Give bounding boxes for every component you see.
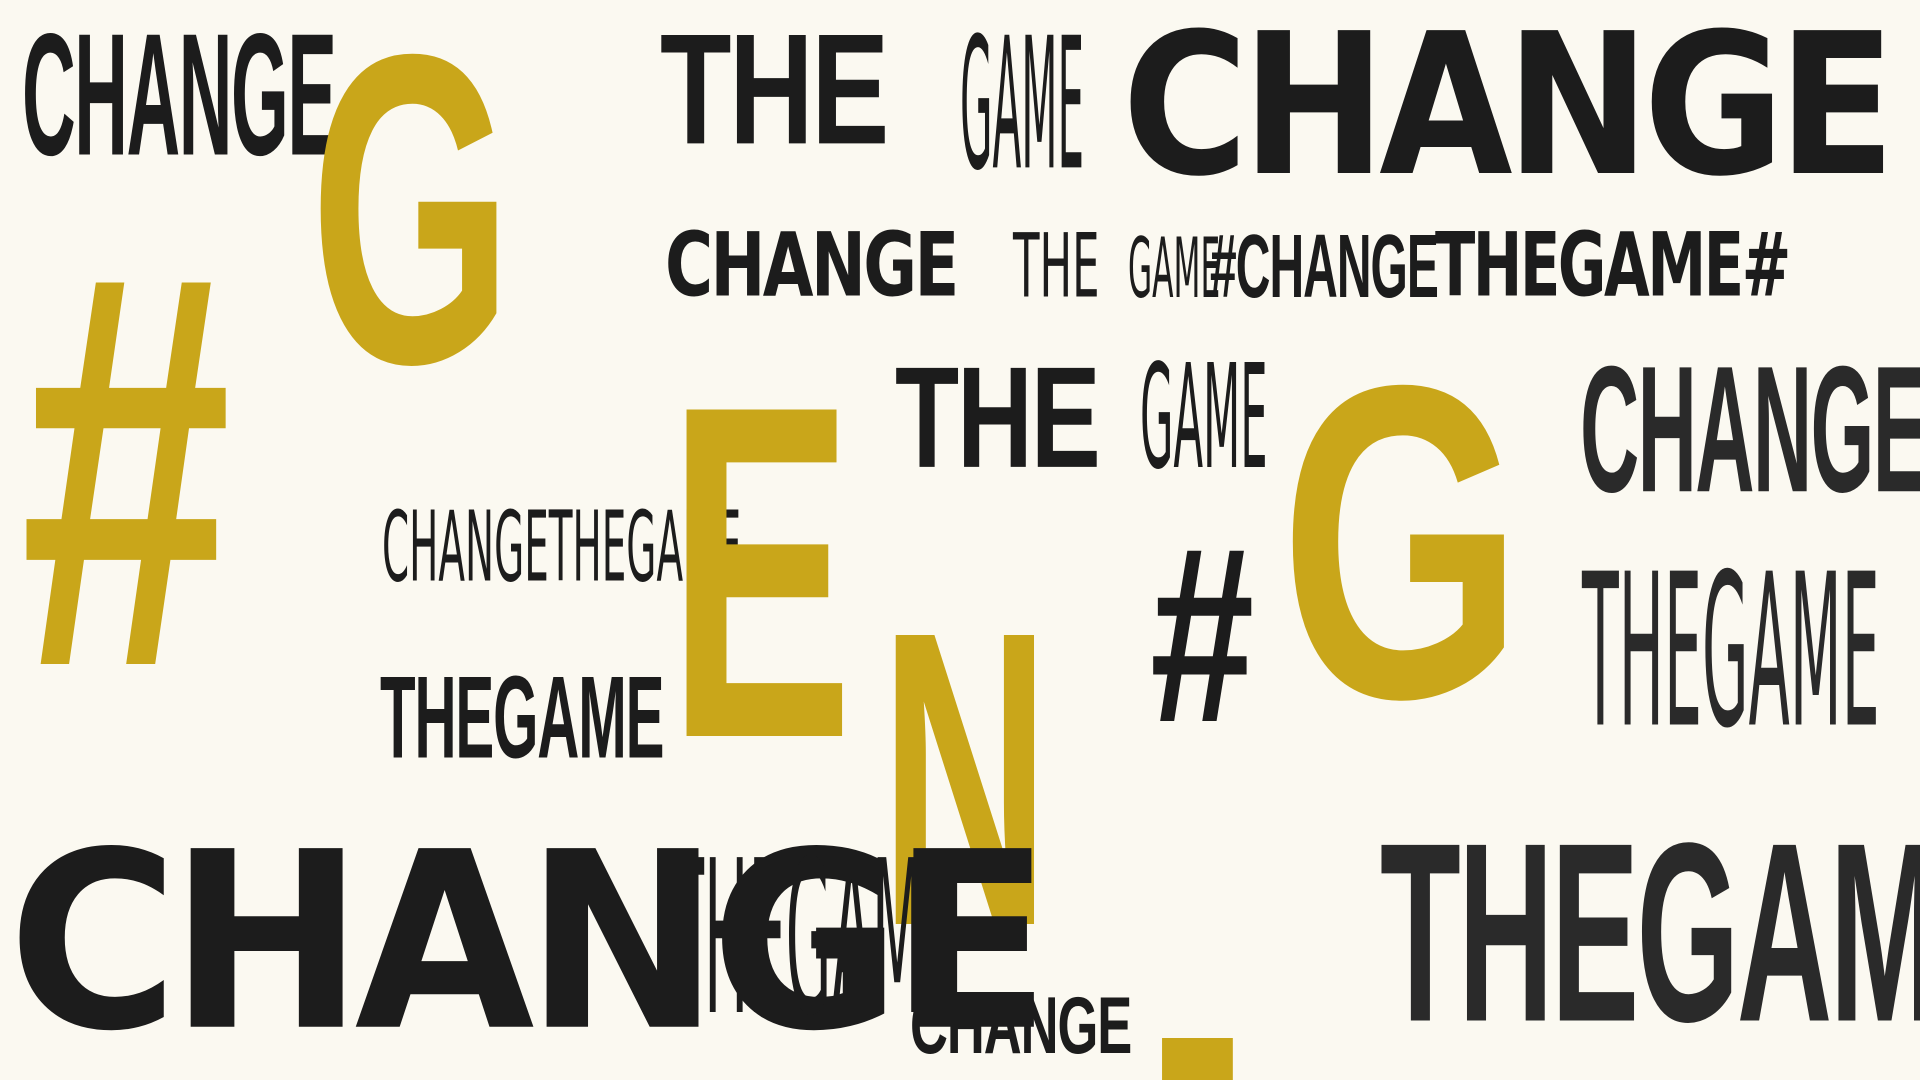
word-the-top: THE (660, 0, 889, 177)
word-changethegame-thin: CHANGETHEGAME (382, 489, 742, 604)
word-thegamehash-banner: THEGAME# (1435, 214, 1791, 318)
hash-black-middle: # (1150, 495, 1254, 774)
letter-g-yellow-right: G (1280, 293, 1523, 792)
word-the-banner-thin: THE (1013, 214, 1100, 318)
word-hashchange-banner: #CHANGE (1210, 216, 1439, 317)
word-game-middle-thin: GAME (1140, 333, 1268, 501)
letter-e-yellow: E (668, 307, 853, 838)
word-change-bottom-left: CHANGE (8, 799, 1051, 1080)
word-change-banner: CHANGE (665, 214, 959, 318)
word-game-banner-thin: GAME (1128, 221, 1221, 318)
word-thegame-left: THEGAME (380, 652, 665, 783)
word-change-bottom-small: CHANGE (910, 980, 1132, 1071)
word-change-top-right: CHANGE (1122, 0, 1896, 220)
word-change-top-left: CHANGE (22, 0, 337, 193)
word-thegame-right-thin: THEGAME (1582, 529, 1880, 776)
word-game-top-thin: GAME (960, 0, 1085, 212)
word-thegame-bottom-right: THEGAME (1380, 790, 1920, 1076)
hash-large-yellow: # (20, 157, 232, 783)
word-change-right: CHANGE (1580, 328, 1920, 530)
letter-n-yellow: N (880, 545, 1050, 1014)
word-the-middle: THE (895, 336, 1101, 498)
word-thegame-bottom-thin: THEGAME (668, 814, 960, 1063)
letter-g-large-yellow: G (310, 0, 513, 457)
dot-yellow: . (1128, 373, 1267, 1080)
